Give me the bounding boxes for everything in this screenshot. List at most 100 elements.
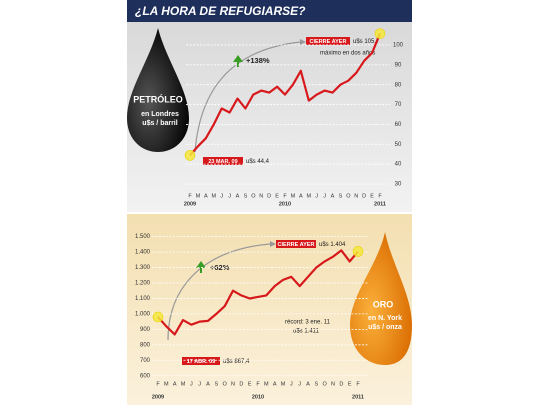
year-label: 2011 [352, 394, 364, 400]
x-tick-label: M [196, 193, 201, 199]
year-label: 2011 [374, 201, 386, 207]
x-tick-label: S [314, 381, 318, 387]
x-tick-label: A [299, 193, 303, 199]
x-tick-label: M [164, 381, 169, 387]
x-tick-label: E [275, 193, 279, 199]
x-tick-label: E [370, 193, 374, 199]
x-tick-label: M [306, 193, 311, 199]
record-note: récord: 3 ene. 11 [285, 320, 331, 326]
x-tick-label: D [239, 381, 243, 387]
x-tick-label: M [264, 381, 269, 387]
x-tick-label: A [236, 193, 240, 199]
x-tick-label: O [323, 381, 328, 387]
x-tick-label: O [251, 193, 256, 199]
y-tick-label: 1.000 [135, 311, 151, 317]
oil-chart: PETRÓLEO en Londres u$s / barril +138% C… [127, 28, 404, 207]
x-tick-label: J [290, 381, 293, 387]
arrow [194, 41, 301, 153]
record-value: u$s 1.411 [293, 329, 320, 335]
x-tick-label: F [378, 193, 382, 199]
x-tick-label: S [244, 193, 248, 199]
end-tag: CIERRE AYER [278, 242, 315, 248]
up-icon [233, 55, 243, 67]
change: +138% [246, 56, 270, 65]
year-label: 2010 [279, 201, 291, 207]
x-tick-label: S [339, 193, 343, 199]
x-tick-label: J [298, 381, 301, 387]
title-bar [127, 0, 412, 22]
y-tick-label: 700 [140, 358, 151, 364]
y-tick-label: 60 [395, 122, 402, 128]
y-tick-label: 1.200 [135, 281, 151, 287]
drop-label: ORO [373, 299, 394, 309]
y-tick-label: 100 [393, 43, 404, 49]
x-tick-label: D [339, 381, 343, 387]
y-tick-label: 900 [140, 327, 151, 333]
y-tick-label: 1.100 [135, 296, 151, 302]
y-tick-label: 70 [395, 102, 402, 108]
y-tick-label: 30 [395, 182, 402, 188]
start-value: u$s 867,4 [223, 359, 250, 365]
start-date: 23 MAR. 09 [208, 159, 237, 165]
x-tick-label: D [267, 193, 271, 199]
x-tick-label: J [323, 193, 326, 199]
x-tick-label: M [281, 381, 286, 387]
x-tick-label: M [181, 381, 186, 387]
year-label: 2009 [152, 394, 164, 400]
x-tick-label: M [211, 193, 216, 199]
y-tick-label: 40 [395, 162, 402, 168]
title: ¿LA HORA DE REFUGIARSE? [135, 4, 306, 18]
x-tick-label: A [273, 381, 277, 387]
y-tick-label: 50 [395, 142, 402, 148]
x-tick-label: E [248, 381, 252, 387]
y-tick-label: 800 [140, 342, 151, 348]
tag-box [276, 240, 316, 248]
highlight-dot [152, 311, 164, 323]
y-tick-label: 1.300 [135, 265, 151, 271]
drop-unit: u$s / onza [368, 324, 402, 331]
x-tick-label: N [231, 381, 235, 387]
x-tick-label: O [346, 193, 351, 199]
y-tick-label: 1.500 [135, 234, 151, 240]
x-tick-label: J [198, 381, 201, 387]
tag-box [203, 157, 243, 165]
drop-label: PETRÓLEO [133, 93, 183, 104]
year-label: 2010 [252, 394, 264, 400]
x-tick-label: F [256, 381, 260, 387]
year-label: 2009 [184, 201, 196, 207]
end-value: u$s 1.404 [319, 242, 346, 248]
highlight-dot [184, 150, 196, 161]
start-value: u$s 44,4 [246, 159, 270, 165]
x-tick-label: J [220, 193, 223, 199]
x-tick-label: F [356, 381, 360, 387]
arrow [167, 243, 271, 341]
tag-box [182, 357, 220, 365]
x-tick-label: F [283, 193, 287, 199]
x-tick-label: D [362, 193, 366, 199]
oil-drop [127, 28, 189, 152]
gold-drop [350, 232, 412, 365]
y-tick-label: 1.400 [135, 250, 151, 256]
y-tick-label: 90 [395, 62, 402, 68]
end-value: u$s 105,7 [353, 39, 380, 45]
tag-box [306, 37, 350, 45]
end-note: máximo en dos años [320, 51, 375, 57]
highlight-dot [352, 246, 364, 257]
drop-unit: u$s / barril [142, 120, 177, 127]
x-tick-label: F [156, 381, 160, 387]
price-line [157, 249, 359, 336]
x-tick-label: J [315, 193, 318, 199]
arrow-head [300, 39, 306, 45]
x-tick-label: E [348, 381, 352, 387]
arrow-head [270, 241, 276, 247]
x-tick-label: M [291, 193, 296, 199]
x-tick-label: N [354, 193, 358, 199]
x-tick-label: J [190, 381, 193, 387]
x-tick-label: A [331, 193, 335, 199]
x-tick-label: J [228, 193, 231, 199]
x-tick-label: A [206, 381, 210, 387]
x-tick-label: S [214, 381, 218, 387]
y-tick-label: 80 [395, 82, 402, 88]
price-line [189, 33, 382, 157]
